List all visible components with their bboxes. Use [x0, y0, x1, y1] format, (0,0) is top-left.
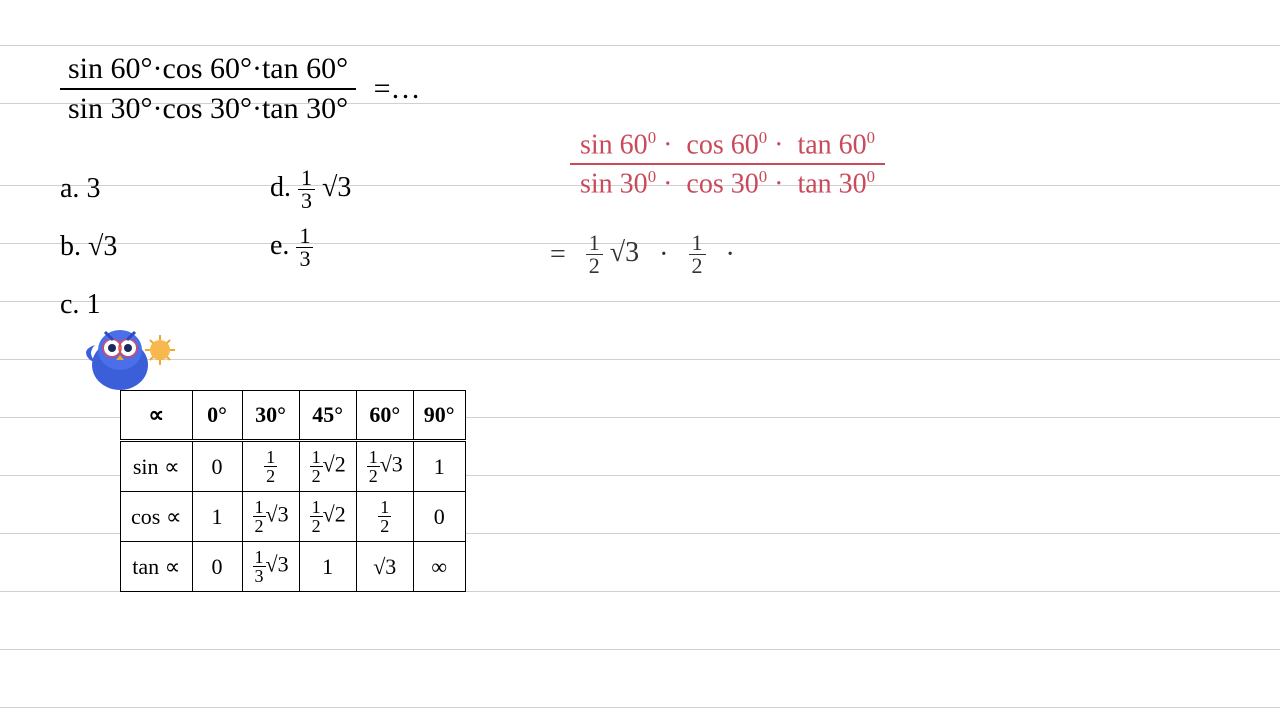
trig-values-table: ∝ 0° 30° 45° 60° 90° sin ∝ 0 12 12√2 12√…	[120, 390, 466, 592]
table-row: cos ∝ 1 12√3 12√2 12 0	[121, 492, 466, 542]
problem-denominator: sin 30°·cos 30°·tan 30°	[60, 90, 356, 128]
mascot-owl	[75, 320, 185, 400]
option-a: a. 3	[60, 173, 270, 205]
option-e: e. 13	[270, 225, 313, 270]
handwritten-work-fraction: sin 600 · cos 600 · tan 600 sin 300 · co…	[570, 128, 885, 201]
table-row: sin ∝ 0 12 12√2 12√3 1	[121, 441, 466, 492]
option-b: b. √3	[60, 231, 270, 263]
table-row: tan ∝ 0 13√3 1 √3 ∞	[121, 542, 466, 592]
problem-numerator: sin 60°·cos 60°·tan 60°	[60, 50, 356, 90]
equals-dots: =…	[374, 72, 421, 106]
answer-options: a. 3 d. 13 √3 b. √3 e. 13 c. 1	[60, 160, 351, 334]
problem-expression: sin 60°·cos 60°·tan 60° sin 30°·cos 30°·…	[60, 50, 421, 128]
handwritten-work-step: = 12 √3 · 12 ·	[550, 232, 735, 277]
option-c: c. 1	[60, 289, 270, 321]
table-header-row: ∝ 0° 30° 45° 60° 90°	[121, 391, 466, 441]
option-d: d. 13 √3	[270, 167, 351, 212]
